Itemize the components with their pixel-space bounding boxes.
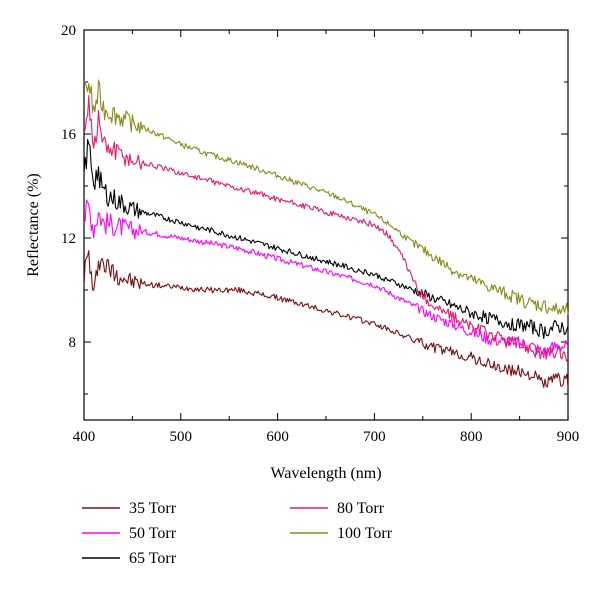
axis-ticks (83, 29, 569, 420)
x-tick-label: 700 (363, 429, 386, 445)
series-layer (83, 79, 569, 388)
series-line (83, 138, 569, 340)
legend-label: 65 Torr (129, 550, 177, 567)
y-tick-label: 20 (61, 23, 76, 39)
tick-labels: 400 500 600 700 800 900 8 12 16 20 (61, 23, 579, 445)
y-axis-title: Reflectance (%) (25, 173, 42, 276)
series-line (83, 79, 569, 316)
legend-label: 100 Torr (337, 525, 393, 542)
x-tick-label: 900 (557, 429, 580, 445)
series-line (83, 250, 569, 388)
x-axis-title: Wavelength (nm) (270, 465, 381, 482)
legend: 35 Torr 50 Torr 65 Torr 80 Torr 100 Torr (82, 500, 393, 567)
x-tick-label: 400 (73, 429, 96, 445)
x-tick-label: 500 (170, 429, 193, 445)
y-tick-label: 8 (69, 335, 77, 351)
plot-frame (83, 29, 569, 421)
legend-label: 50 Torr (129, 525, 177, 542)
legend-label: 35 Torr (129, 500, 177, 517)
series-line (83, 199, 569, 359)
x-tick-label: 600 (266, 429, 289, 445)
series-line (83, 94, 569, 362)
y-tick-label: 16 (61, 127, 77, 143)
legend-label: 80 Torr (337, 500, 385, 517)
y-tick-label: 12 (61, 231, 76, 247)
x-tick-label: 800 (460, 429, 483, 445)
